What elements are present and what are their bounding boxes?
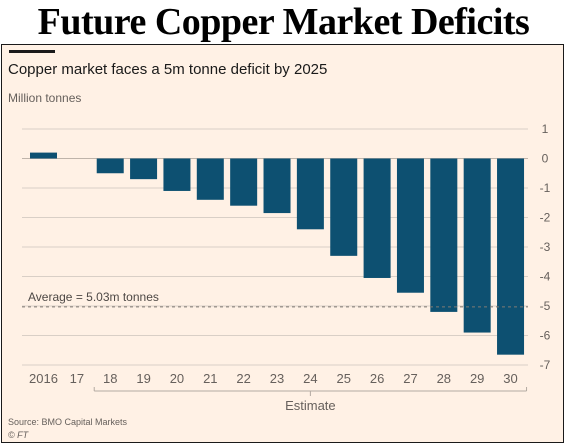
bar — [163, 158, 191, 191]
bar — [363, 158, 391, 278]
x-tick-label: 25 — [337, 371, 351, 386]
accent-bar — [9, 50, 55, 53]
x-tick-label: 22 — [236, 371, 250, 386]
x-tick-label: 23 — [270, 371, 284, 386]
x-tick-label: 17 — [70, 371, 84, 386]
x-tick-label: 20 — [170, 371, 184, 386]
y-tick-label: -3 — [540, 240, 551, 254]
bar — [430, 158, 458, 312]
y-tick-label: 0 — [542, 152, 549, 166]
y-tick-label: -1 — [540, 181, 551, 195]
x-tick-label: 2016 — [29, 371, 58, 386]
bar — [230, 158, 258, 206]
x-tick-label: 19 — [136, 371, 150, 386]
bar — [196, 158, 224, 200]
x-tick-label: 26 — [370, 371, 384, 386]
x-tick-label: 30 — [503, 371, 517, 386]
chart-card: Copper market faces a 5m tonne deficit b… — [1, 44, 564, 443]
bar — [130, 158, 158, 180]
bar — [96, 158, 124, 174]
estimate-label: Estimate — [285, 398, 336, 413]
x-tick-label: 18 — [103, 371, 117, 386]
y-tick-label: -4 — [540, 270, 551, 284]
y-tick-label: -7 — [540, 358, 551, 372]
y-tick-label: -2 — [540, 211, 551, 225]
y-tick-label: -6 — [540, 329, 551, 343]
bar — [263, 158, 291, 214]
bar — [30, 152, 57, 159]
bar — [497, 158, 525, 355]
bar-chart: 1 0 -1 -2 -3 -4 -5 -6 -7 2016 17 18 19 20 21 22 23 24 25 26… — [22, 122, 551, 413]
y-axis-unit-label: Million tonnes — [8, 91, 82, 105]
y-tick-label: -5 — [540, 299, 551, 313]
x-tick-label: 29 — [470, 371, 484, 386]
x-tick-label: 21 — [203, 371, 217, 386]
x-tick-label: 27 — [403, 371, 417, 386]
source-note: Source: BMO Capital Markets — [8, 417, 128, 427]
average-label: Average = 5.03m tonnes — [28, 290, 159, 304]
bar — [463, 158, 491, 333]
bar — [396, 158, 424, 293]
x-tick-label: 24 — [303, 371, 317, 386]
ft-credit: © FT — [8, 430, 29, 440]
page-headline: Future Copper Market Deficits — [37, 1, 530, 43]
chart-title: Copper market faces a 5m tonne deficit b… — [8, 61, 328, 78]
x-tick-label: 28 — [437, 371, 451, 386]
y-tick-label: 1 — [542, 122, 549, 136]
bar — [296, 158, 324, 230]
bar — [330, 158, 358, 256]
